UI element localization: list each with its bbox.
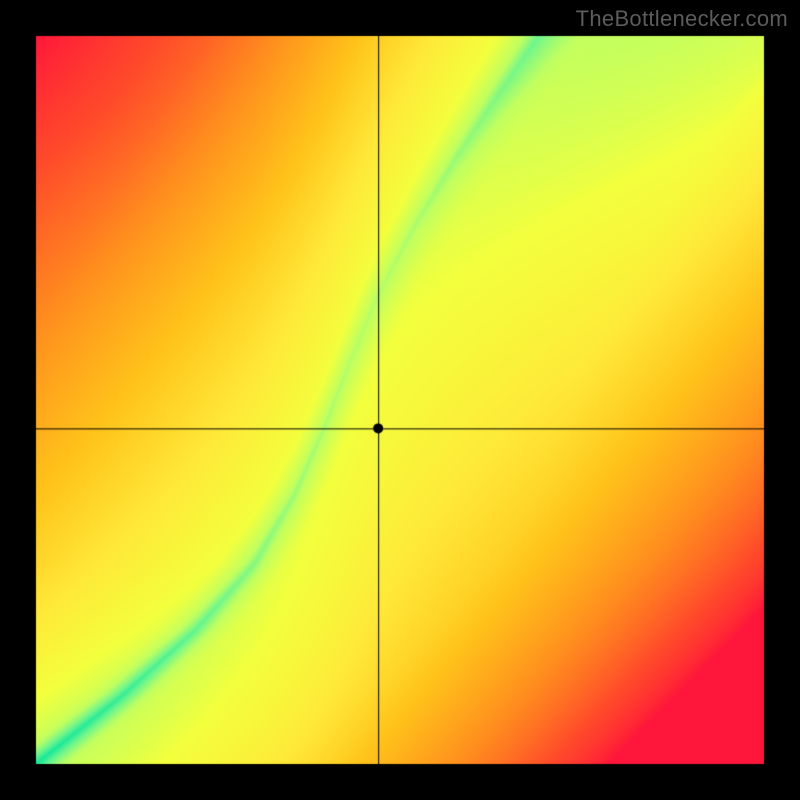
chart-container: TheBottlenecker.com	[0, 0, 800, 800]
heatmap-canvas	[0, 0, 800, 800]
watermark-text: TheBottlenecker.com	[576, 6, 788, 32]
